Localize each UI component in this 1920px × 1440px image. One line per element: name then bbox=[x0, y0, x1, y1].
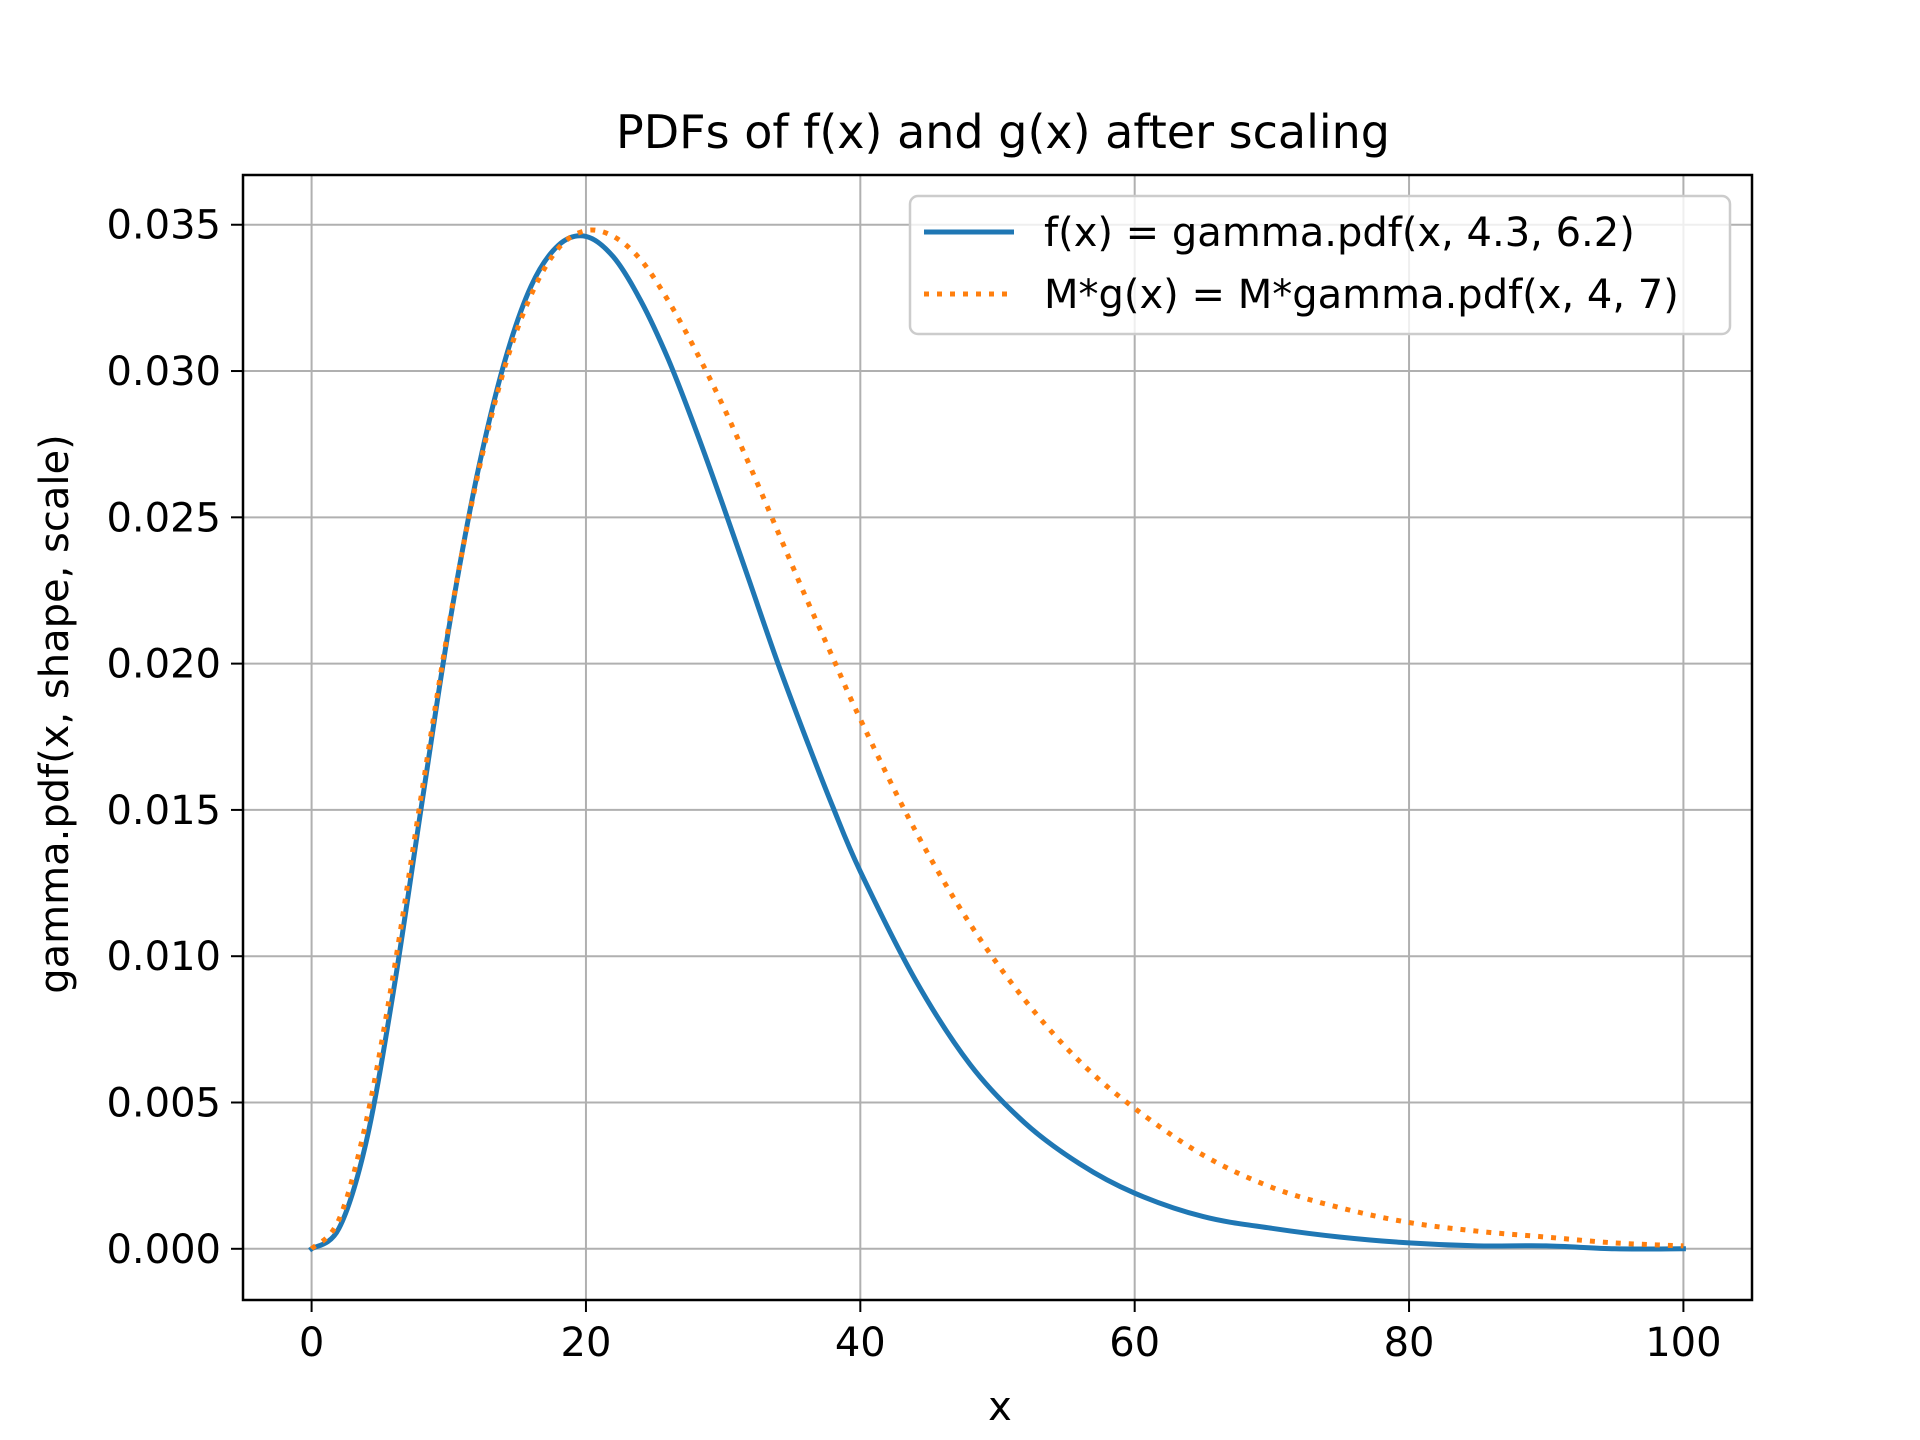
series-line-mg bbox=[309, 227, 1684, 1251]
y-tick-label: 0.030 bbox=[106, 349, 221, 395]
y-tick-label: 0.015 bbox=[106, 788, 221, 834]
legend: f(x) = gamma.pdf(x, 4.3, 6.2) M*g(x) = M… bbox=[908, 194, 1732, 336]
x-tick-label: 60 bbox=[1109, 1320, 1160, 1366]
chart-title: PDFs of f(x) and g(x) after scaling bbox=[616, 105, 1390, 159]
ticks: 0 20 40 60 80 100 0.000 0.005 0.010 0.015 0.020 0.0… bbox=[106, 203, 1721, 1366]
y-axis-title: gamma.pdf(x, shape, scale) bbox=[32, 434, 78, 993]
x-tick-label: 40 bbox=[835, 1320, 886, 1366]
plot-frame bbox=[241, 173, 1754, 1302]
y-tick-label: 0.025 bbox=[106, 495, 221, 541]
y-tick-label: 0.005 bbox=[106, 1081, 221, 1127]
legend-box bbox=[908, 194, 1732, 336]
legend-label-f: f(x) = gamma.pdf(x, 4.3, 6.2) bbox=[1044, 210, 1635, 256]
y-tick-label: 0.035 bbox=[106, 203, 221, 249]
x-tick-label: 100 bbox=[1645, 1320, 1721, 1366]
series-group bbox=[308, 227, 1686, 1253]
x-tick-label: 20 bbox=[561, 1320, 612, 1366]
y-tick-label: 0.010 bbox=[106, 934, 221, 980]
x-tick-label: 0 bbox=[299, 1320, 324, 1366]
x-tick-label: 80 bbox=[1384, 1320, 1435, 1366]
y-tick-label: 0.000 bbox=[106, 1227, 221, 1273]
legend-label-mg: M*g(x) = M*gamma.pdf(x, 4, 7) bbox=[1044, 272, 1679, 318]
series-line-f bbox=[308, 233, 1686, 1253]
y-tick-label: 0.020 bbox=[106, 642, 221, 688]
x-axis-title: x bbox=[988, 1384, 1012, 1430]
